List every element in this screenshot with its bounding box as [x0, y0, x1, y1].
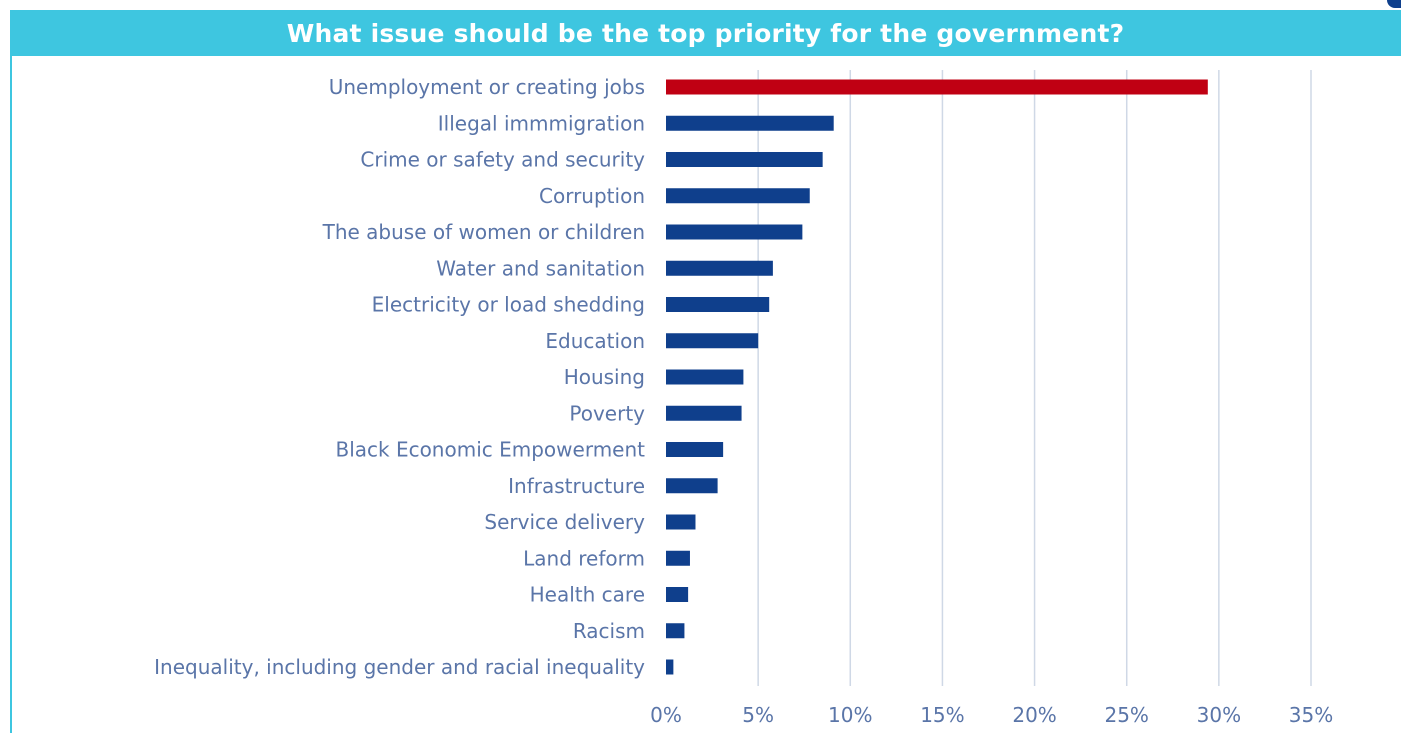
category-label: The abuse of women or children: [322, 220, 645, 244]
x-axis-ticks: 0% 5% 10% 15% 20% 25% 30% 35%: [650, 703, 1333, 727]
x-tick-label: 25%: [1104, 703, 1148, 727]
category-label: Water and sanitation: [436, 256, 645, 280]
gridlines: [757, 70, 1312, 686]
bar: [666, 550, 690, 566]
category-label: Service delivery: [484, 510, 645, 534]
bar: [666, 333, 759, 349]
bar: [666, 224, 803, 240]
category-label: Black Economic Empowerment: [335, 438, 645, 462]
category-label: Illegal immmigration: [438, 111, 645, 135]
category-labels: Unemployment or creating jobs Illegal imm…: [154, 75, 645, 679]
x-tick-label: 5%: [742, 703, 774, 727]
category-label: Racism: [573, 619, 645, 643]
bar: [666, 152, 823, 167]
bar: [666, 587, 689, 602]
category-label: Crime or safety and security: [360, 148, 645, 172]
category-label: Health care: [530, 583, 645, 607]
x-tick-label: 0%: [650, 703, 682, 727]
x-tick-label: 20%: [1012, 703, 1056, 727]
x-tick-label: 35%: [1289, 703, 1333, 727]
bar: [666, 260, 773, 276]
category-label: Infrastructure: [508, 474, 645, 498]
bar: [666, 478, 718, 494]
bar: [666, 79, 1208, 95]
bar: [666, 297, 770, 312]
bar: [666, 115, 834, 131]
title-bar: What issue should be the top priority fo…: [10, 10, 1401, 56]
bar: [666, 659, 674, 675]
bars: [666, 79, 1208, 675]
corner-decoration: [1387, 0, 1401, 8]
x-tick-label: 30%: [1197, 703, 1241, 727]
x-tick-label: 10%: [828, 703, 872, 727]
category-label: Unemployment or creating jobs: [329, 75, 645, 99]
category-label: Housing: [564, 365, 645, 389]
frame-left-edge: [10, 10, 12, 733]
bar: [666, 369, 744, 385]
bar: [666, 405, 742, 421]
category-label: Corruption: [539, 184, 645, 208]
bar: [666, 188, 810, 204]
bar: [666, 442, 724, 457]
bar: [666, 623, 685, 639]
category-label: Education: [545, 329, 645, 353]
category-label: Land reform: [523, 546, 645, 570]
category-label: Inequality, including gender and racial …: [154, 655, 645, 679]
x-tick-label: 15%: [920, 703, 964, 727]
chart-title: What issue should be the top priority fo…: [286, 18, 1125, 48]
category-label: Electricity or load shedding: [372, 293, 645, 317]
bar: [666, 514, 696, 530]
category-label: Poverty: [569, 401, 645, 425]
